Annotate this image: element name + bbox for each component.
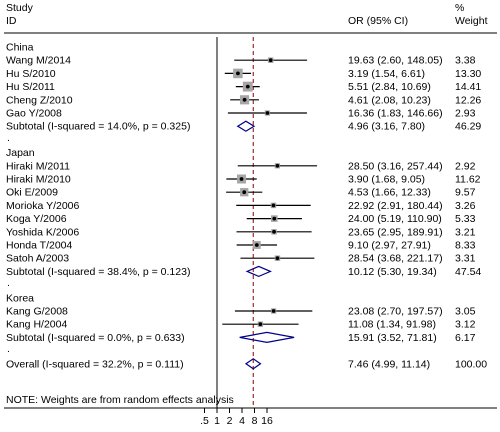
subtotal-label: Subtotal (I-squared = 38.4%, p = 0.123) [6, 266, 190, 278]
x-tick-label: 2 [227, 415, 233, 427]
weight-value: 46.29 [455, 121, 481, 133]
point-estimate [254, 243, 259, 247]
group-label: Japan [6, 147, 35, 159]
x-tick-label: 16 [261, 415, 273, 427]
or-ci-value: 3.19 (1.54, 6.61) [348, 68, 425, 80]
or-ci-value: 23.65 (2.95, 189.91) [348, 226, 443, 238]
or-ci-value: 10.12 (5.30, 19.34) [348, 266, 437, 278]
or-ci-value: 3.90 (1.68, 9.05) [348, 174, 425, 186]
weight-value: 3.21 [455, 226, 476, 238]
weight-value: 47.54 [455, 266, 481, 278]
x-tick-label: 8 [252, 415, 258, 427]
group-label: China [6, 42, 34, 54]
study-label: Wang M/2014 [6, 55, 71, 67]
header-or-ci: OR (95% CI) [348, 15, 408, 27]
subtotal-diamond [236, 120, 256, 132]
or-ci-value: 5.51 (2.84, 10.69) [348, 81, 431, 93]
overall-diamond [244, 358, 262, 370]
study-label: Satoh A/2003 [6, 253, 69, 265]
spacer-dot: . [7, 132, 10, 144]
point-estimate [239, 177, 244, 181]
or-ci-value: 28.50 (3.16, 257.44) [348, 160, 443, 172]
weight-value: 6.17 [455, 332, 476, 344]
or-ci-value: 9.10 (2.97, 27.91) [348, 240, 431, 252]
study-label: Hiraki M/2010 [6, 174, 71, 186]
weight-value: 3.12 [455, 319, 476, 331]
point-estimate [271, 309, 276, 313]
study-label: Morioka Y/2006 [6, 200, 80, 212]
weight-value: 2.92 [455, 160, 476, 172]
study-label: Honda T/2004 [6, 240, 73, 252]
study-label: Koga Y/2006 [6, 213, 67, 225]
study-label: Kang H/2004 [6, 319, 67, 331]
subtotal-label: Subtotal (I-squared = 0.0%, p = 0.633) [6, 332, 185, 344]
or-ci-value: 22.92 (2.91, 180.44) [348, 200, 443, 212]
footnote: NOTE: Weights are from random effects an… [6, 394, 234, 406]
point-estimate [258, 322, 263, 327]
x-tick-label: 4 [239, 415, 245, 427]
study-label: Hiraki M/2011 [6, 160, 70, 172]
weight-value: 2.93 [455, 108, 476, 120]
or-ci-value: 24.00 (5.19, 110.90) [348, 213, 442, 225]
subtotal-diamond [245, 265, 272, 278]
subtotal-diamond [239, 331, 295, 344]
point-estimate [265, 111, 270, 115]
overall-label: Overall (I-squared = 32.2%, p = 0.111) [6, 358, 184, 370]
or-ci-value: 4.96 (3.16, 7.80) [348, 121, 425, 133]
or-ci-value: 11.08 (1.34, 91.98) [348, 319, 436, 331]
or-ci-value: 4.61 (2.08, 10.23) [348, 94, 431, 106]
weight-value: 11.62 [455, 174, 481, 186]
point-estimate [245, 84, 250, 89]
weight-value: 14.41 [455, 81, 481, 93]
or-ci-value: 15.91 (3.52, 71.81) [348, 332, 437, 344]
weight-value: 8.33 [455, 240, 476, 252]
x-tick-label: 1 [214, 415, 220, 427]
point-estimate [271, 203, 276, 208]
header-weight: Weight [455, 15, 488, 27]
or-ci-value: 7.46 (4.99, 11.14) [348, 358, 430, 370]
spacer-dot: . [7, 277, 10, 289]
point-estimate [272, 229, 276, 234]
subtotal-label: Subtotal (I-squared = 14.0%, p = 0.325) [6, 121, 190, 133]
study-label: Kang G/2008 [6, 306, 68, 318]
point-estimate [242, 190, 247, 195]
point-estimate [236, 71, 240, 76]
weight-value: 3.31 [455, 253, 476, 265]
study-label: Hu S/2011 [6, 81, 55, 93]
x-tick-label: .5 [200, 415, 209, 427]
weight-value: 9.57 [455, 187, 476, 199]
header-study: Study [6, 2, 34, 14]
point-estimate [275, 256, 280, 261]
point-estimate [242, 97, 247, 102]
or-ci-value: 23.08 (2.70, 197.57) [348, 306, 443, 318]
study-label: Cheng Z/2010 [6, 94, 73, 106]
weight-value: 13.30 [455, 68, 481, 80]
weight-value: 3.05 [455, 306, 476, 318]
point-estimate [272, 216, 277, 221]
weight-value: 3.26 [455, 200, 476, 212]
group-label: Korea [6, 292, 34, 304]
study-label: Gao Y/2008 [6, 108, 62, 120]
study-label: Hu S/2010 [6, 68, 56, 80]
weight-value: 5.33 [455, 213, 476, 225]
weight-value: 100.00 [455, 358, 487, 370]
or-ci-value: 16.36 (1.83, 146.66) [348, 108, 443, 120]
study-label: Oki E/2009 [6, 187, 58, 199]
point-estimate [275, 163, 280, 168]
study-label: Yoshida K/2006 [6, 226, 79, 238]
or-ci-value: 4.53 (1.66, 12.33) [348, 187, 431, 199]
header-id: ID [6, 15, 17, 27]
weight-value: 12.26 [455, 94, 481, 106]
header-pct: % [455, 2, 464, 14]
or-ci-value: 28.54 (3.68, 221.17) [348, 253, 443, 265]
or-ci-value: 19.63 (2.60, 148.05) [348, 55, 443, 67]
weight-value: 3.38 [455, 55, 476, 67]
point-estimate [268, 58, 273, 63]
spacer-dot: . [7, 343, 10, 355]
